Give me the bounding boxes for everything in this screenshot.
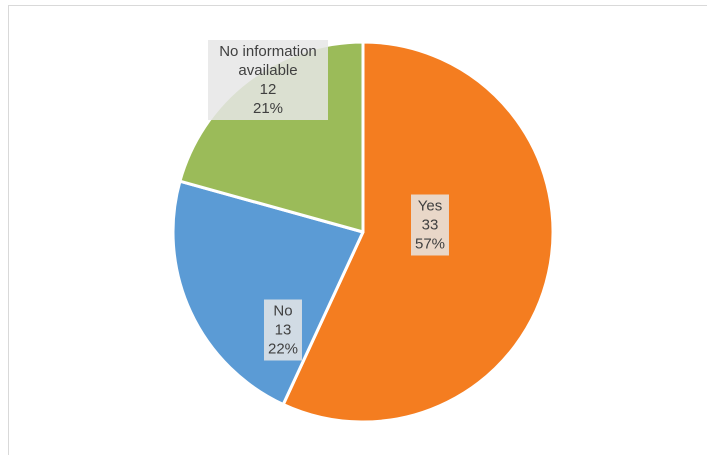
label-count: 12 [259, 81, 277, 98]
data-label: No information available 12 21% [208, 40, 328, 120]
label-category: No [273, 302, 293, 320]
data-label: Yes 33 57% [410, 194, 450, 256]
label-count: 33 [421, 216, 439, 234]
chart-frame [8, 5, 707, 455]
label-percent: 22% [267, 340, 299, 358]
label-count: 13 [274, 321, 292, 339]
data-label: No 13 22% [263, 299, 303, 361]
label-category: No information available [219, 43, 317, 79]
label-category: Yes [417, 197, 443, 215]
pie-slice [171, 179, 365, 406]
label-percent: 21% [252, 100, 284, 117]
label-percent: 57% [414, 235, 446, 253]
